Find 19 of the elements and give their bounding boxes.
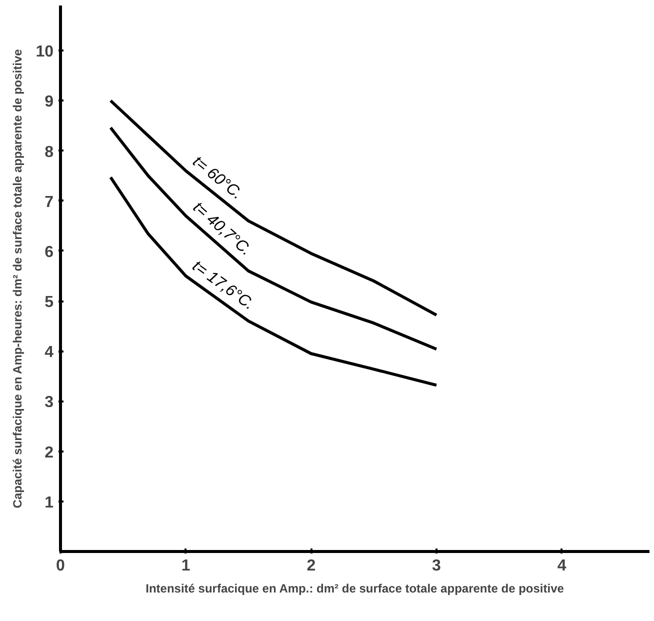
y-tick-label: 8: [44, 144, 54, 161]
x-tick-label: 0: [56, 558, 66, 574]
y-tick-label: 6: [44, 244, 54, 261]
y-axis-title: Capacité surfacique en Amp-heures: dm² de surface totale apparente de positive: [10, 48, 25, 508]
x-axis-title: Intensité surfacique en Amp.: dm² de surface totale apparente de positive: [146, 582, 564, 596]
y-tick-label: 9: [44, 94, 54, 111]
y-tick-label: 7: [44, 194, 54, 211]
x-tick-label: 3: [432, 558, 442, 574]
x-tick-label: 1: [181, 558, 190, 574]
line-series: [109, 99, 438, 317]
y-tick-label: 2: [44, 444, 54, 462]
y-tick-label: 4: [44, 344, 54, 362]
y-tick-label: 10: [36, 44, 54, 61]
y-tick-label: 3: [44, 394, 54, 412]
line-series: [109, 126, 438, 351]
x-tick-label: 2: [306, 558, 316, 574]
y-tick-label: 5: [44, 294, 54, 312]
y-tick-label: 1: [44, 494, 54, 512]
x-tick-label: 4: [557, 558, 566, 574]
